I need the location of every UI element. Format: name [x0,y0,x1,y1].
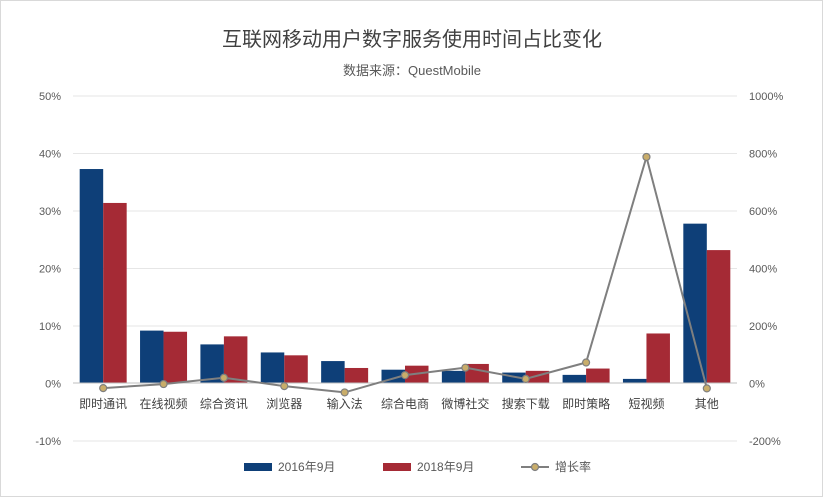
bar-2018 [586,368,610,384]
right-tick-label: 400% [749,264,777,276]
category-label: 综合电商 [381,396,429,411]
right-tick-label: 0% [749,379,765,391]
category-label: 其他 [695,397,719,411]
growth-rate-line [103,153,708,394]
bar-2018 [706,250,731,384]
left-tick-label: 50% [39,91,61,103]
right-tick-label: 600% [749,206,777,218]
growth-rate-point [219,373,229,382]
left-tick-label: 10% [39,321,61,333]
right-tick-label: 1000% [749,91,783,103]
growth-rate-point [461,363,470,372]
bar-2018 [284,355,308,384]
legend-marker-growth [530,462,540,472]
category-label: 即时通讯 [79,397,127,411]
legend-swatch-2016 [244,463,272,471]
category-label: 微博社交 [441,396,489,411]
bar-2016 [622,378,647,384]
bar-2018 [163,331,188,384]
chart-title: 互联网移动用户数字服务使用时间占比变化 [222,28,602,51]
growth-rate-point [340,388,349,397]
left-tick-label: 20% [39,264,61,276]
chart-subtitle: 数据来源：QuestMobile [343,63,481,78]
bar-2016 [260,352,285,384]
growth-rate-point [400,371,410,380]
legend-label-growth: 增长率 [555,459,591,474]
bar-2016 [79,169,104,384]
left-tick-label: -10% [35,436,61,448]
category-label: 在线视频 [140,396,188,411]
left-axis-ticks: -10% 0% 10% 20% 30% 40% 50% [35,91,61,448]
right-tick-label: 800% [749,149,777,161]
bar-2016 [683,223,707,384]
left-tick-label: 0% [45,379,61,391]
bar-2016 [200,344,224,384]
growth-rate-point [159,379,168,389]
growth-rate-point [642,152,651,162]
right-tick-label: 200% [749,321,777,333]
bar-2016 [321,361,345,384]
bar-2018 [344,367,369,384]
bar-2016 [562,374,587,384]
left-tick-label: 30% [39,206,61,218]
left-tick-label: 40% [39,149,61,161]
category-label: 浏览器 [266,396,302,411]
bar-2018 [103,202,127,384]
bar-2018 [646,333,670,384]
category-label: 搜索下载 [502,396,550,411]
growth-rate-point [99,384,108,393]
growth-rate-point [521,374,530,383]
right-axis-ticks: -200% 0% 200% 400% 600% 800% 1000% [749,91,783,448]
category-label: 输入法 [327,396,363,411]
bar-2018 [223,336,248,384]
growth-rate-point [581,358,591,367]
growth-rate-point [702,384,711,393]
legend-label-2018: 2018年9月 [417,460,474,474]
legend-label-2016: 2016年9月 [278,460,335,474]
category-labels: 即时通讯 在线视频 综合资讯 浏览器 输入法 综合电商 微博社交 搜索下载 即时策略 短视频 其他 [79,396,719,411]
bars [79,169,731,384]
bar-2016 [502,372,526,384]
bar-2016 [140,330,164,384]
category-label: 短视频 [628,396,664,411]
growth-line [99,152,711,397]
bar-2016 [441,370,466,384]
category-label: 综合资讯 [200,396,248,411]
gridlines [73,95,737,442]
legend-swatch-2018 [383,463,411,471]
category-label: 即时策略 [562,396,610,411]
right-tick-label: -200% [749,436,781,448]
growth-rate-point [280,381,289,391]
legend: 2016年9月 2018年9月 增长率 [244,459,591,474]
